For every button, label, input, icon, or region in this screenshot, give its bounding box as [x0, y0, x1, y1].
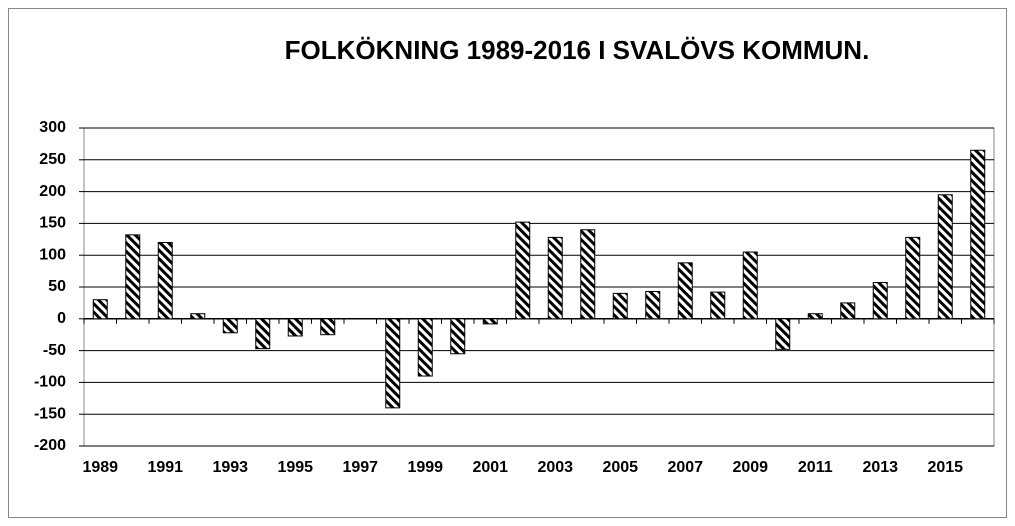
y-tick-label: 250 [39, 151, 66, 168]
x-tick-label: 1989 [82, 459, 118, 476]
bar [255, 318, 271, 350]
y-tick-label: -200 [34, 437, 66, 454]
bar [157, 241, 173, 320]
bar [580, 229, 596, 320]
bar [612, 292, 628, 320]
x-tick-label: 2009 [732, 459, 768, 476]
x-tick-label: 2001 [472, 459, 508, 476]
chart-title: FOLKÖKNING 1989-2016 I SVALÖVS KOMMUN. [285, 35, 870, 65]
y-tick-label: 150 [39, 215, 66, 232]
bar [222, 318, 238, 334]
bar [190, 313, 206, 320]
bar [645, 290, 661, 320]
y-tick-label: 50 [48, 278, 66, 295]
bar [320, 318, 336, 336]
x-tick-label: 2015 [927, 459, 963, 476]
bar [482, 318, 498, 325]
bar [287, 318, 303, 337]
x-tick-label: 1995 [277, 459, 313, 476]
bar [677, 262, 693, 320]
bar [515, 221, 531, 320]
bar [872, 282, 888, 320]
x-tick-label: 1999 [407, 459, 443, 476]
bar [450, 318, 466, 355]
y-tick-label: -100 [34, 374, 66, 391]
y-tick-label: -50 [43, 342, 66, 359]
bar [547, 236, 563, 320]
y-tick-label: 200 [39, 183, 66, 200]
bar [775, 318, 791, 350]
bar [710, 291, 726, 320]
bar [807, 313, 823, 320]
y-tick-label: -150 [34, 405, 66, 422]
bar [840, 302, 856, 320]
x-tick-label: 2005 [602, 459, 638, 476]
x-tick-label: 2011 [798, 459, 833, 476]
x-tick-label: 2013 [862, 459, 898, 476]
bar [970, 149, 986, 320]
bar [417, 318, 433, 377]
y-tick-label: 0 [57, 310, 66, 327]
y-tick-label: 100 [39, 246, 66, 263]
x-tick-label: 1997 [342, 459, 378, 476]
bar [937, 194, 953, 320]
x-tick-label: 2003 [537, 459, 573, 476]
bar [385, 318, 401, 409]
bar [125, 234, 141, 320]
x-tick-label: 1993 [212, 459, 248, 476]
x-tick-label: 1991 [147, 459, 183, 476]
y-tick-label: 300 [39, 119, 66, 136]
x-tick-label: 2007 [667, 459, 703, 476]
bar [905, 236, 921, 320]
bar [92, 299, 108, 320]
bar [742, 251, 758, 320]
